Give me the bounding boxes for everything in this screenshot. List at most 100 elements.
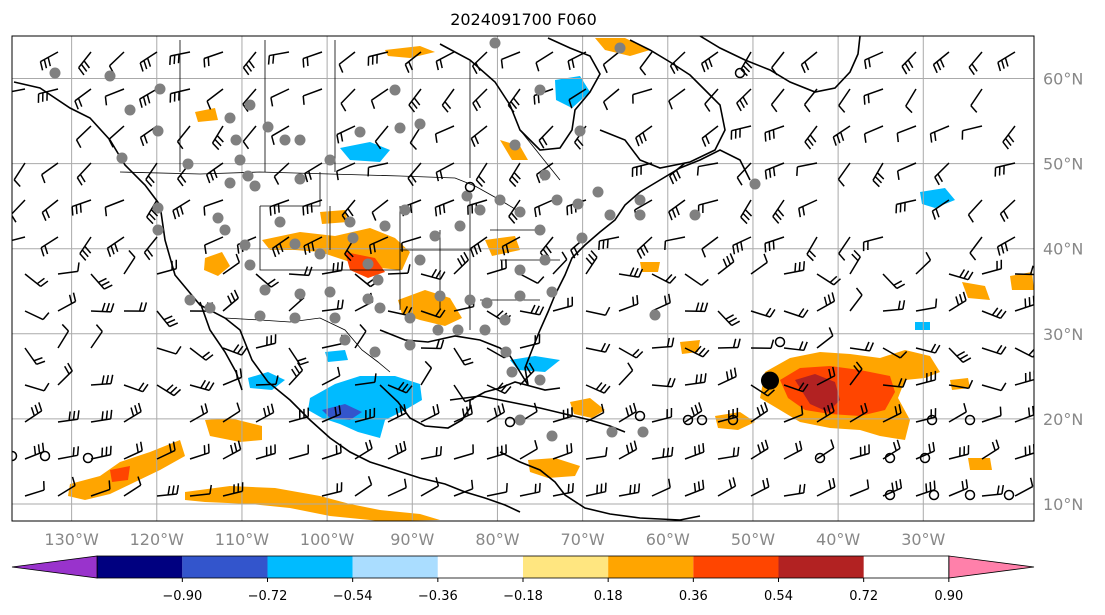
longitude-label: 100°W <box>300 530 355 549</box>
wind-barb <box>420 308 446 319</box>
wind-barb <box>471 51 488 75</box>
wind-barb <box>138 88 158 108</box>
wind-barb <box>368 236 389 255</box>
shaded-field <box>68 38 1034 521</box>
wind-barb <box>701 125 719 147</box>
wind-barb <box>57 292 77 312</box>
wind-barb <box>684 273 709 286</box>
wind-barb <box>255 375 279 386</box>
wind-barb <box>764 125 785 142</box>
wind-barb <box>651 337 675 349</box>
wind-barb <box>57 262 80 275</box>
wind-barb <box>684 345 710 358</box>
station-dot <box>749 178 761 190</box>
station-dot <box>539 169 551 181</box>
wind-barb <box>303 236 323 255</box>
wind-barb <box>24 402 43 423</box>
wind-barb <box>863 51 884 70</box>
wind-barb <box>750 339 775 350</box>
wind-barb <box>435 51 455 71</box>
wind-barb <box>882 404 902 423</box>
wind-barb <box>123 382 149 393</box>
station-dot <box>404 339 416 351</box>
wind-barb <box>13 162 26 187</box>
latitude-labels: 60°N 50°N 40°N 30°N 20°N 10°N <box>1043 70 1083 514</box>
longitude-label: 30°W <box>901 530 945 549</box>
station-dot <box>354 126 366 138</box>
wind-barb <box>915 298 938 312</box>
wind-barb <box>552 483 574 497</box>
station-dot <box>604 209 616 221</box>
wind-barb <box>981 406 1002 423</box>
wind-barb <box>508 162 521 188</box>
wind-barb <box>486 403 506 423</box>
wind-barb <box>585 482 607 497</box>
calm-circle <box>504 416 516 428</box>
station-dot <box>506 366 518 378</box>
longitude-label: 40°W <box>816 530 860 549</box>
wind-barb <box>651 377 676 388</box>
wind-barb <box>90 302 115 313</box>
wind-barb <box>143 236 158 261</box>
colorbar-segment <box>267 556 353 578</box>
wind-barb <box>969 236 983 261</box>
wind-barb <box>255 273 279 288</box>
wind-barb <box>684 402 703 423</box>
wind-barb <box>849 444 870 460</box>
wind-barb <box>203 51 224 68</box>
wind-barb <box>176 125 191 150</box>
longitude-labels: 130°W 120°W 110°W 100°W 90°W 80°W 70°W 60°W 50°W… <box>44 530 945 549</box>
colorbar-tick-label: 0.90 <box>934 589 963 604</box>
wind-barb <box>336 162 356 181</box>
wind-barb <box>816 292 836 312</box>
station-dot <box>637 426 649 438</box>
wind-barb <box>970 88 983 113</box>
station-dot <box>574 125 586 137</box>
wind-barb <box>145 162 158 187</box>
wind-barb <box>24 382 50 392</box>
wind-barb <box>618 402 637 423</box>
station-dot <box>534 224 546 236</box>
wind-barb <box>783 261 806 275</box>
station-dot <box>372 274 384 286</box>
wind-barb <box>146 199 159 225</box>
colorbar-segment <box>778 556 864 578</box>
wind-barb <box>664 236 686 250</box>
wind-barb <box>453 479 474 497</box>
orange-area <box>968 458 992 470</box>
wind-barb <box>651 408 673 423</box>
colorbar-tick-label: 0.54 <box>764 589 793 604</box>
wind-barb <box>948 479 969 497</box>
wind-barb <box>90 409 113 423</box>
station-dot <box>289 312 301 324</box>
canada-province-borders <box>179 40 561 181</box>
labrador-coast <box>599 39 726 169</box>
wind-barb <box>57 323 70 349</box>
wind-barb <box>915 442 936 460</box>
calm-circle <box>926 414 938 426</box>
station-dot <box>576 232 588 244</box>
wind-barb <box>24 442 45 460</box>
wind-barb <box>40 236 59 257</box>
light-blue-area <box>340 142 390 162</box>
colorbar-tick-label: −0.72 <box>248 589 288 604</box>
wind-barb <box>832 125 851 146</box>
station-dot <box>152 125 164 137</box>
wind-barb <box>948 379 974 390</box>
station-dot <box>634 209 646 221</box>
wind-barb <box>1014 477 1034 497</box>
station-dot <box>481 297 493 309</box>
longitude-label: 110°W <box>215 530 270 549</box>
wind-barb <box>354 475 373 497</box>
wind-barb <box>222 253 241 275</box>
wind-barb <box>783 341 808 352</box>
colorbar-tick-label: 0.18 <box>594 589 623 604</box>
station-dot <box>452 324 464 336</box>
station-dot <box>514 264 526 276</box>
wind-barb <box>354 439 373 460</box>
wind-barb <box>387 478 407 497</box>
wind-barb <box>507 88 521 113</box>
station-dot <box>514 206 526 218</box>
wind-barb <box>156 310 179 328</box>
